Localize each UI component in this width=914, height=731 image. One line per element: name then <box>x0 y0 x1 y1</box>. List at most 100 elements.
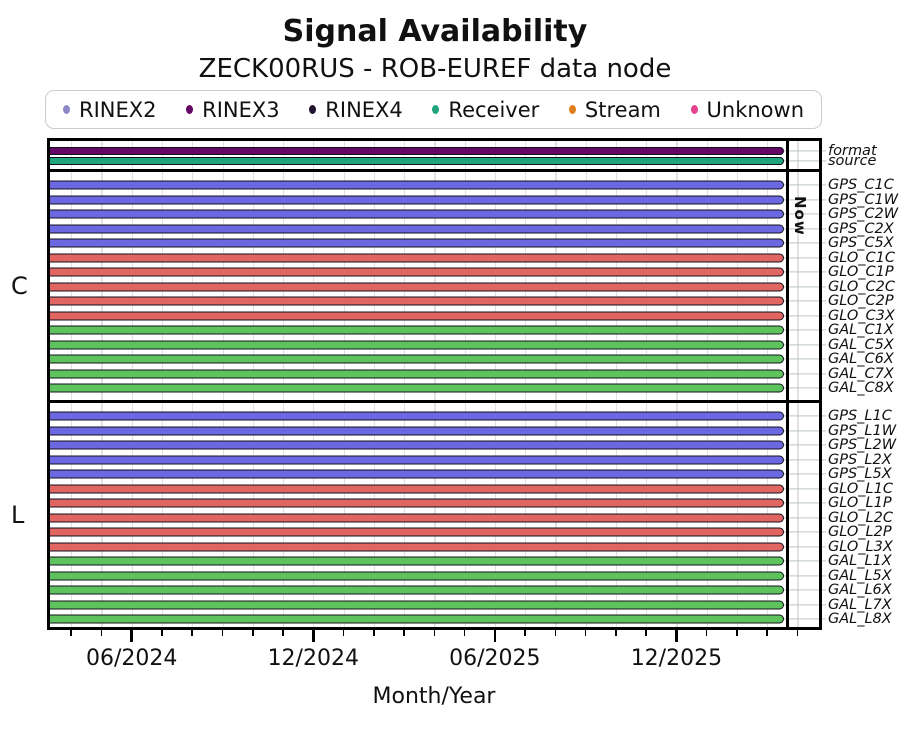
signal-row: GLO_L1C <box>47 481 893 496</box>
legend-item: Receiver <box>432 98 539 122</box>
row-label: GAL_L7X <box>828 596 892 613</box>
signal-row: GAL_C8X <box>47 381 894 396</box>
unknown-marker-icon <box>690 105 698 114</box>
x-major-tick <box>311 630 315 642</box>
plot-left-spine <box>47 138 50 630</box>
availability-bar <box>47 354 784 364</box>
row-label: GPS_L5X <box>828 465 892 482</box>
signal-row: GLO_L3X <box>47 539 893 554</box>
row-label: GAL_L1X <box>828 552 892 569</box>
row-label: GLO_L2C <box>828 509 893 526</box>
rinex4-marker-icon <box>309 105 317 114</box>
plot-right-spine <box>819 138 822 630</box>
signal-row: GPS_L2W <box>47 438 896 453</box>
availability-bar <box>47 238 784 248</box>
legend-item-label: Receiver <box>448 97 540 122</box>
availability-bar <box>47 426 784 436</box>
rinex2-marker-icon <box>63 105 70 114</box>
section-L: GPS_L1C GPS_L1W GPS_L2W GPS_L2X GPS_L5X GLO_L… <box>47 403 896 628</box>
row-label: GLO_L2P <box>828 523 892 540</box>
month-gridline <box>71 138 73 627</box>
availability-bar <box>47 527 784 537</box>
x-tick-label: 06/2025 <box>449 646 541 671</box>
x-minor-tick <box>796 630 799 636</box>
month-gridline <box>192 138 194 627</box>
month-gridline <box>373 138 375 627</box>
signal-row: GLO_C1P <box>47 265 894 280</box>
signal-row: GAL_C6X <box>47 352 894 367</box>
legend-item-label: RINEX3 <box>202 97 280 122</box>
month-gridline <box>313 138 315 627</box>
month-gridline <box>706 138 708 627</box>
row-label: GPS_L2X <box>828 451 892 468</box>
signal-row: GLO_L1P <box>47 496 892 511</box>
receiver-marker-icon <box>432 105 440 114</box>
signal-row: GLO_C2C <box>47 279 895 294</box>
availability-bar <box>47 209 784 219</box>
row-label: GLO_L3X <box>828 538 893 555</box>
signal-row: GLO_L2P <box>47 525 892 540</box>
legend-item: RINEX4 <box>309 98 403 122</box>
legend-item: Unknown <box>690 97 804 122</box>
x-minor-tick <box>584 630 587 636</box>
group-label-L: L <box>11 501 25 529</box>
legend-item-label: Unknown <box>706 97 804 122</box>
availability-bar <box>47 556 784 566</box>
availability-bar <box>47 440 784 450</box>
x-minor-tick <box>251 630 254 636</box>
row-label: GLO_C1P <box>828 263 894 280</box>
x-minor-tick <box>433 630 436 636</box>
page-title: Signal Availability <box>282 14 588 49</box>
signal-row: GLO_C1C <box>47 250 895 265</box>
legend: RINEX2 RINEX3 RINEX4 Receiver Stream Unknown <box>45 90 822 129</box>
x-minor-tick <box>736 630 738 636</box>
availability-bar <box>47 411 784 421</box>
availability-bar <box>47 282 784 292</box>
row-label: GAL_L8X <box>828 610 892 627</box>
row-label: source <box>828 152 877 169</box>
signal-row: GAL_C1X <box>47 323 894 338</box>
signal-row: GLO_L2C <box>47 510 893 525</box>
row-label: GPS_C1C <box>828 176 894 193</box>
x-minor-tick <box>463 630 466 636</box>
row-label: GAL_C8X <box>828 379 894 396</box>
row-label: GLO_C2C <box>828 278 896 295</box>
row-label: GPS_L1W <box>828 422 897 439</box>
availability-bar <box>47 156 784 165</box>
row-label: GAL_C1X <box>828 321 894 338</box>
page-subtitle: ZECK00RUS - ROB-EUREF data node <box>198 54 672 84</box>
x-minor-tick <box>100 630 103 636</box>
month-gridline <box>252 138 254 627</box>
month-gridline <box>797 138 799 627</box>
x-minor-tick <box>70 630 72 636</box>
section-header: format source <box>47 141 877 169</box>
x-minor-tick <box>373 630 375 636</box>
x-major-tick <box>493 630 497 642</box>
x-minor-tick <box>282 630 284 636</box>
legend-item-label: RINEX2 <box>79 97 157 122</box>
signal-row: GAL_L5X <box>47 568 892 583</box>
availability-bar <box>47 340 784 350</box>
signal-row: GPS_C2W <box>47 207 898 222</box>
availability-bar <box>47 614 784 624</box>
availability-bar <box>47 571 784 581</box>
signal-row: GPS_L1W <box>47 423 896 438</box>
row-label: GAL_L6X <box>828 581 892 598</box>
legend-item: RINEX3 <box>186 98 280 122</box>
row-label: GPS_L2W <box>828 436 897 453</box>
signal-row: GPS_L1C <box>47 409 892 424</box>
month-gridline <box>464 138 466 627</box>
row-label: GAL_C5X <box>828 336 894 353</box>
signal-row: GAL_L6X <box>47 583 892 598</box>
availability-bar <box>47 180 784 190</box>
x-minor-tick <box>221 630 224 636</box>
row-label: GPS_L1C <box>828 407 892 424</box>
group-label-C: C <box>11 271 28 300</box>
signal-row: GAL_L1X <box>47 554 892 569</box>
availability-bar <box>47 311 784 321</box>
signal-row: GPS_L2X <box>47 452 892 467</box>
availability-bar <box>47 224 784 234</box>
x-tick-label: 12/2024 <box>267 646 359 671</box>
row-label: GPS_C2W <box>828 205 899 222</box>
